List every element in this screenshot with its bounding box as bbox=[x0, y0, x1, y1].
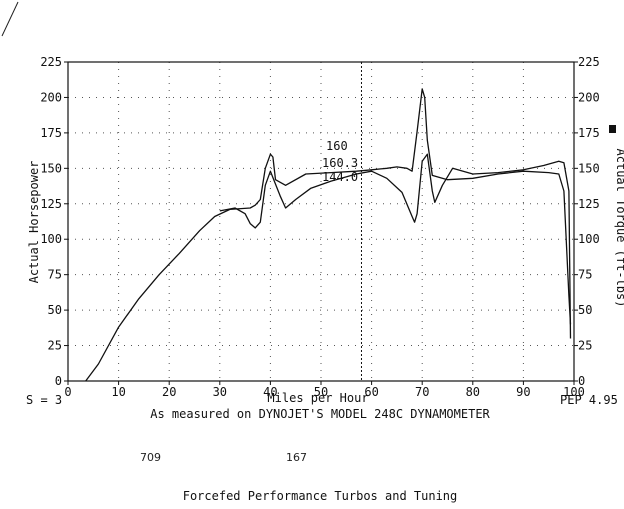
x-tick-label: 20 bbox=[162, 385, 176, 399]
x-tick-label: 70 bbox=[415, 385, 429, 399]
x-tick-label: 10 bbox=[111, 385, 125, 399]
right-marker-square bbox=[609, 125, 616, 133]
y-tick-label-left: 125 bbox=[40, 197, 62, 211]
x-tick-label: 90 bbox=[516, 385, 530, 399]
y-axis-label-right: Actual Torque (ft-lbs) bbox=[614, 149, 624, 308]
x-tick-label: 100 bbox=[563, 385, 585, 399]
x-tick-label: 40 bbox=[263, 385, 277, 399]
y-tick-label-left: 0 bbox=[55, 374, 62, 388]
y-tick-label-right: 0 bbox=[578, 374, 585, 388]
plot-frame bbox=[67, 61, 575, 382]
handwritten-note-2: 167 bbox=[286, 451, 307, 464]
y-tick-label-right: 100 bbox=[578, 232, 600, 246]
series-line-torque bbox=[219, 153, 572, 339]
y-tick-labels-left: 0 25 50 75 100 125 150 175 200 225 bbox=[40, 55, 62, 388]
y-tick-label-left: 50 bbox=[48, 303, 62, 317]
y-tick-label-right: 75 bbox=[578, 268, 592, 282]
x-tick-label: 60 bbox=[364, 385, 378, 399]
y-tick-label-right: 50 bbox=[578, 303, 592, 317]
x-tick-label: 0 bbox=[64, 385, 71, 399]
handwritten-note-1: 709 bbox=[140, 451, 161, 464]
footer: Forcefed Performance Turbos and Tuning bbox=[183, 489, 458, 503]
y-tick-label-left: 200 bbox=[40, 90, 62, 104]
y-tick-label-right: 225 bbox=[578, 55, 600, 69]
y-tick-label-left: 175 bbox=[40, 126, 62, 140]
x-tick-label: 50 bbox=[314, 385, 328, 399]
x-axis-label: Miles per Hour bbox=[267, 391, 368, 405]
x-tick-label: 30 bbox=[213, 385, 227, 399]
y-tick-label-right: 200 bbox=[578, 90, 600, 104]
y-tick-labels-right: 0 25 50 75 100 125 150 175 200 225 bbox=[578, 55, 600, 388]
annotation-label: 160.3 bbox=[322, 156, 358, 170]
y-axis-label-left: Actual Horsepower bbox=[27, 161, 41, 284]
y-tick-label-right: 25 bbox=[578, 339, 592, 353]
y-tick-label-right: 125 bbox=[578, 197, 600, 211]
series-line-horsepower bbox=[85, 88, 572, 382]
y-tick-label-right: 175 bbox=[578, 126, 600, 140]
axes bbox=[64, 61, 578, 385]
smoothing-label: S = 3 bbox=[26, 393, 62, 407]
x-tick-labels: 0 10 20 30 40 50 60 70 80 90 100 bbox=[64, 385, 584, 399]
y-tick-label-right: 150 bbox=[578, 161, 600, 175]
series-lines bbox=[85, 88, 572, 382]
annotation-label: 160 bbox=[326, 139, 348, 153]
y-tick-label-left: 75 bbox=[48, 268, 62, 282]
corner-scratch bbox=[1, 1, 19, 37]
y-tick-label-left: 225 bbox=[40, 55, 62, 69]
caption: As measured on DYNOJET'S MODEL 248C DYNA… bbox=[150, 407, 490, 421]
y-tick-label-left: 25 bbox=[48, 339, 62, 353]
pep-label: PEP 4.95 bbox=[560, 393, 618, 407]
annotation-label: 144.0 bbox=[322, 170, 358, 184]
grid bbox=[68, 62, 574, 381]
y-tick-label-left: 150 bbox=[40, 161, 62, 175]
y-tick-label-left: 100 bbox=[40, 232, 62, 246]
x-tick-label: 80 bbox=[466, 385, 480, 399]
